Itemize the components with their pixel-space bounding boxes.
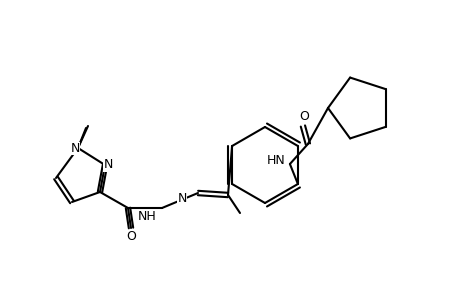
Text: N: N xyxy=(103,158,112,172)
Text: O: O xyxy=(298,110,308,124)
Text: NH: NH xyxy=(137,209,156,223)
Text: N: N xyxy=(177,191,186,205)
Text: N: N xyxy=(70,142,79,154)
Text: HN: HN xyxy=(266,154,285,166)
Text: O: O xyxy=(126,230,136,244)
